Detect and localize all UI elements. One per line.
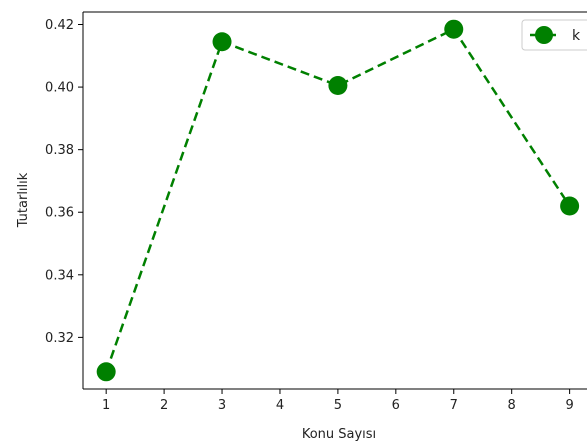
y-tick-label: 0.32 <box>45 331 74 346</box>
data-point <box>560 196 580 216</box>
x-axis-ticks: 1 2 3 4 5 6 7 8 9 <box>102 389 574 413</box>
y-axis-ticks: 0.32 0.34 0.36 0.38 0.40 0.42 <box>45 18 83 346</box>
x-tick-label: 4 <box>276 398 284 413</box>
legend-marker <box>535 26 553 44</box>
x-tick-label: 8 <box>508 398 516 413</box>
x-tick-label: 6 <box>392 398 400 413</box>
x-tick-label: 3 <box>218 398 226 413</box>
x-tick-label: 7 <box>450 398 458 413</box>
y-tick-label: 0.40 <box>45 81 74 96</box>
series-layer <box>96 19 580 382</box>
x-tick-label: 9 <box>565 398 573 413</box>
plot-background <box>83 12 587 389</box>
x-axis-label: Konu Sayısı <box>302 427 376 442</box>
series-line <box>105 27 571 373</box>
data-point <box>328 76 348 96</box>
y-axis-label: Tutarlılık <box>16 172 31 228</box>
y-tick-label: 0.34 <box>45 268 74 283</box>
y-tick-label: 0.42 <box>45 18 74 33</box>
data-point <box>212 32 232 52</box>
x-tick-label: 5 <box>334 398 342 413</box>
y-tick-label: 0.36 <box>45 206 74 221</box>
x-tick-label: 2 <box>160 398 168 413</box>
data-point <box>444 19 464 39</box>
legend-label: k <box>572 28 581 44</box>
x-tick-label: 1 <box>102 398 110 413</box>
y-tick-label: 0.38 <box>45 143 74 158</box>
legend: k <box>521 19 587 51</box>
data-point <box>96 362 116 382</box>
